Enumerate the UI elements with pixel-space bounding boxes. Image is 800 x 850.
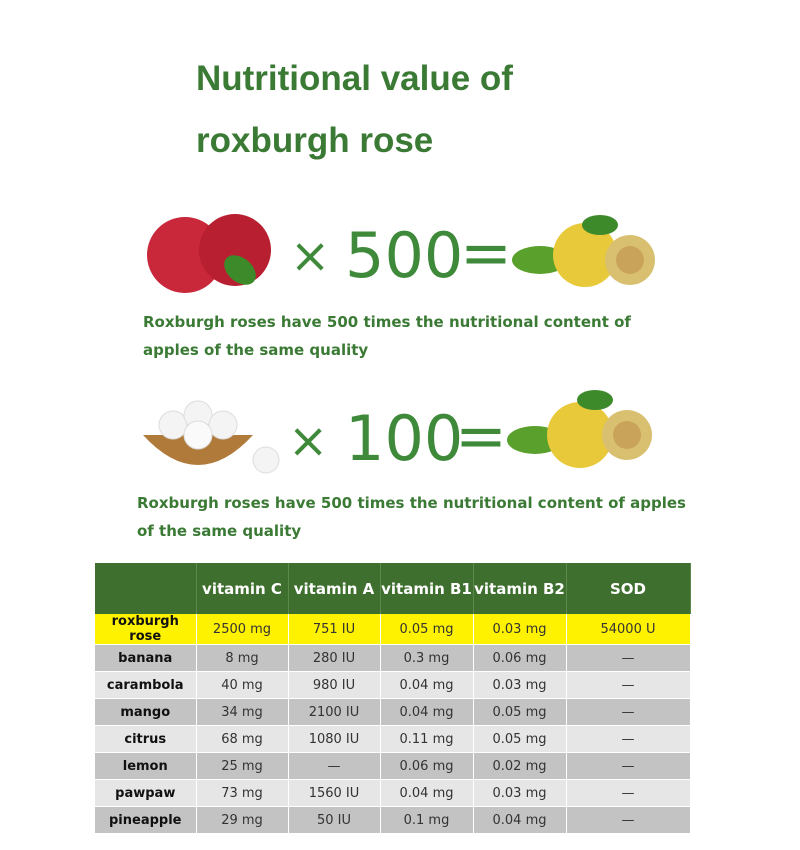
value-cell: 0.06 mg — [473, 644, 567, 672]
value-cell: 0.04 mg — [380, 698, 474, 726]
value-cell: — — [566, 644, 691, 672]
value-cell: 280 IU — [288, 644, 381, 672]
table-row: banana 8 mg 280 IU 0.3 mg 0.06 mg — — [95, 644, 691, 672]
fruit-name-cell: pineapple — [95, 806, 197, 834]
value-cell: — — [566, 698, 691, 726]
value-cell: 0.04 mg — [380, 671, 474, 699]
fruit-name-cell: pawpaw — [95, 779, 197, 807]
value-cell: 29 mg — [196, 806, 289, 834]
value-cell: 0.05 mg — [473, 698, 567, 726]
value-cell: 0.03 mg — [473, 614, 567, 645]
value-cell: — — [288, 752, 381, 780]
apple-icon — [147, 214, 271, 293]
table-row: carambola 40 mg 980 IU 0.04 mg 0.03 mg — — [95, 671, 691, 699]
value-cell: 8 mg — [196, 644, 289, 672]
value-cell: 0.11 mg — [380, 725, 474, 753]
nutrition-table: vitamin C vitamin A vitamin B1 vitamin B… — [95, 563, 691, 834]
table-row: pineapple 29 mg 50 IU 0.1 mg 0.04 mg — — [95, 806, 691, 834]
value-cell: 0.1 mg — [380, 806, 474, 834]
fruit-name-cell: lemon — [95, 752, 197, 780]
roxburgh-rose-fruit-icon — [512, 215, 655, 287]
value-cell: 68 mg — [196, 725, 289, 753]
value-cell: — — [566, 752, 691, 780]
value-cell: 0.04 mg — [473, 806, 567, 834]
value-cell: 0.03 mg — [473, 779, 567, 807]
value-cell: 73 mg — [196, 779, 289, 807]
header-cell: vitamin C — [196, 563, 289, 614]
value-cell: 0.04 mg — [380, 779, 474, 807]
header-cell: vitamin B1 — [380, 563, 474, 614]
header-cell: vitamin A — [288, 563, 381, 614]
value-cell: 980 IU — [288, 671, 381, 699]
value-cell: 2500 mg — [196, 614, 289, 645]
value-cell: 54000 U — [566, 614, 691, 645]
roxburgh-rose-fruit-icon — [507, 390, 652, 468]
value-cell: — — [566, 779, 691, 807]
value-cell: 1560 IU — [288, 779, 381, 807]
equals-sign: = — [460, 216, 512, 289]
page-title: Nutritional value of roxburgh rose — [196, 59, 513, 160]
times-sign: × — [288, 413, 329, 469]
table-row: pawpaw 73 mg 1560 IU 0.04 mg 0.03 mg — — [95, 779, 691, 807]
value-cell: — — [566, 671, 691, 699]
value-cell: 34 mg — [196, 698, 289, 726]
table-row: roxburgh rose 2500 mg 751 IU 0.05 mg 0.03 mg… — [95, 614, 691, 645]
egg-basket-icon — [143, 400, 280, 474]
table-header-row: vitamin C vitamin A vitamin B1 vitamin B… — [95, 563, 691, 614]
fruit-name-cell: roxburgh rose — [95, 614, 197, 645]
value-cell: 751 IU — [288, 614, 381, 645]
header-cell — [95, 563, 197, 614]
fruit-name-cell: citrus — [95, 725, 197, 753]
table-row: citrus 68 mg 1080 IU 0.11 mg 0.05 mg — — [95, 725, 691, 753]
multiplier-500: 500 — [345, 219, 464, 292]
value-cell: 2100 IU — [288, 698, 381, 726]
egg-comparison-caption: Roxburgh roses have 500 times the nutrit… — [137, 494, 686, 540]
value-cell: 0.05 mg — [473, 725, 567, 753]
value-cell: 50 IU — [288, 806, 381, 834]
value-cell: 0.06 mg — [380, 752, 474, 780]
value-cell: — — [566, 806, 691, 834]
fruit-name-cell: carambola — [95, 671, 197, 699]
value-cell: 0.05 mg — [380, 614, 474, 645]
value-cell: 0.3 mg — [380, 644, 474, 672]
fruit-name-cell: banana — [95, 644, 197, 672]
value-cell: — — [566, 725, 691, 753]
table-row: mango 34 mg 2100 IU 0.04 mg 0.05 mg — — [95, 698, 691, 726]
times-sign: × — [290, 228, 331, 284]
value-cell: 25 mg — [196, 752, 289, 780]
fruit-name-cell: mango — [95, 698, 197, 726]
header-cell: vitamin B2 — [473, 563, 567, 614]
apple-comparison-caption: Roxburgh roses have 500 times the nutrit… — [143, 313, 631, 359]
equals-sign: = — [455, 399, 507, 472]
table-row: lemon 25 mg —0.06 mg 0.02 mg — — [95, 752, 691, 780]
value-cell: 1080 IU — [288, 725, 381, 753]
value-cell: 0.02 mg — [473, 752, 567, 780]
header-cell: SOD — [566, 563, 691, 614]
value-cell: 40 mg — [196, 671, 289, 699]
multiplier-100: 100 — [345, 402, 464, 475]
value-cell: 0.03 mg — [473, 671, 567, 699]
